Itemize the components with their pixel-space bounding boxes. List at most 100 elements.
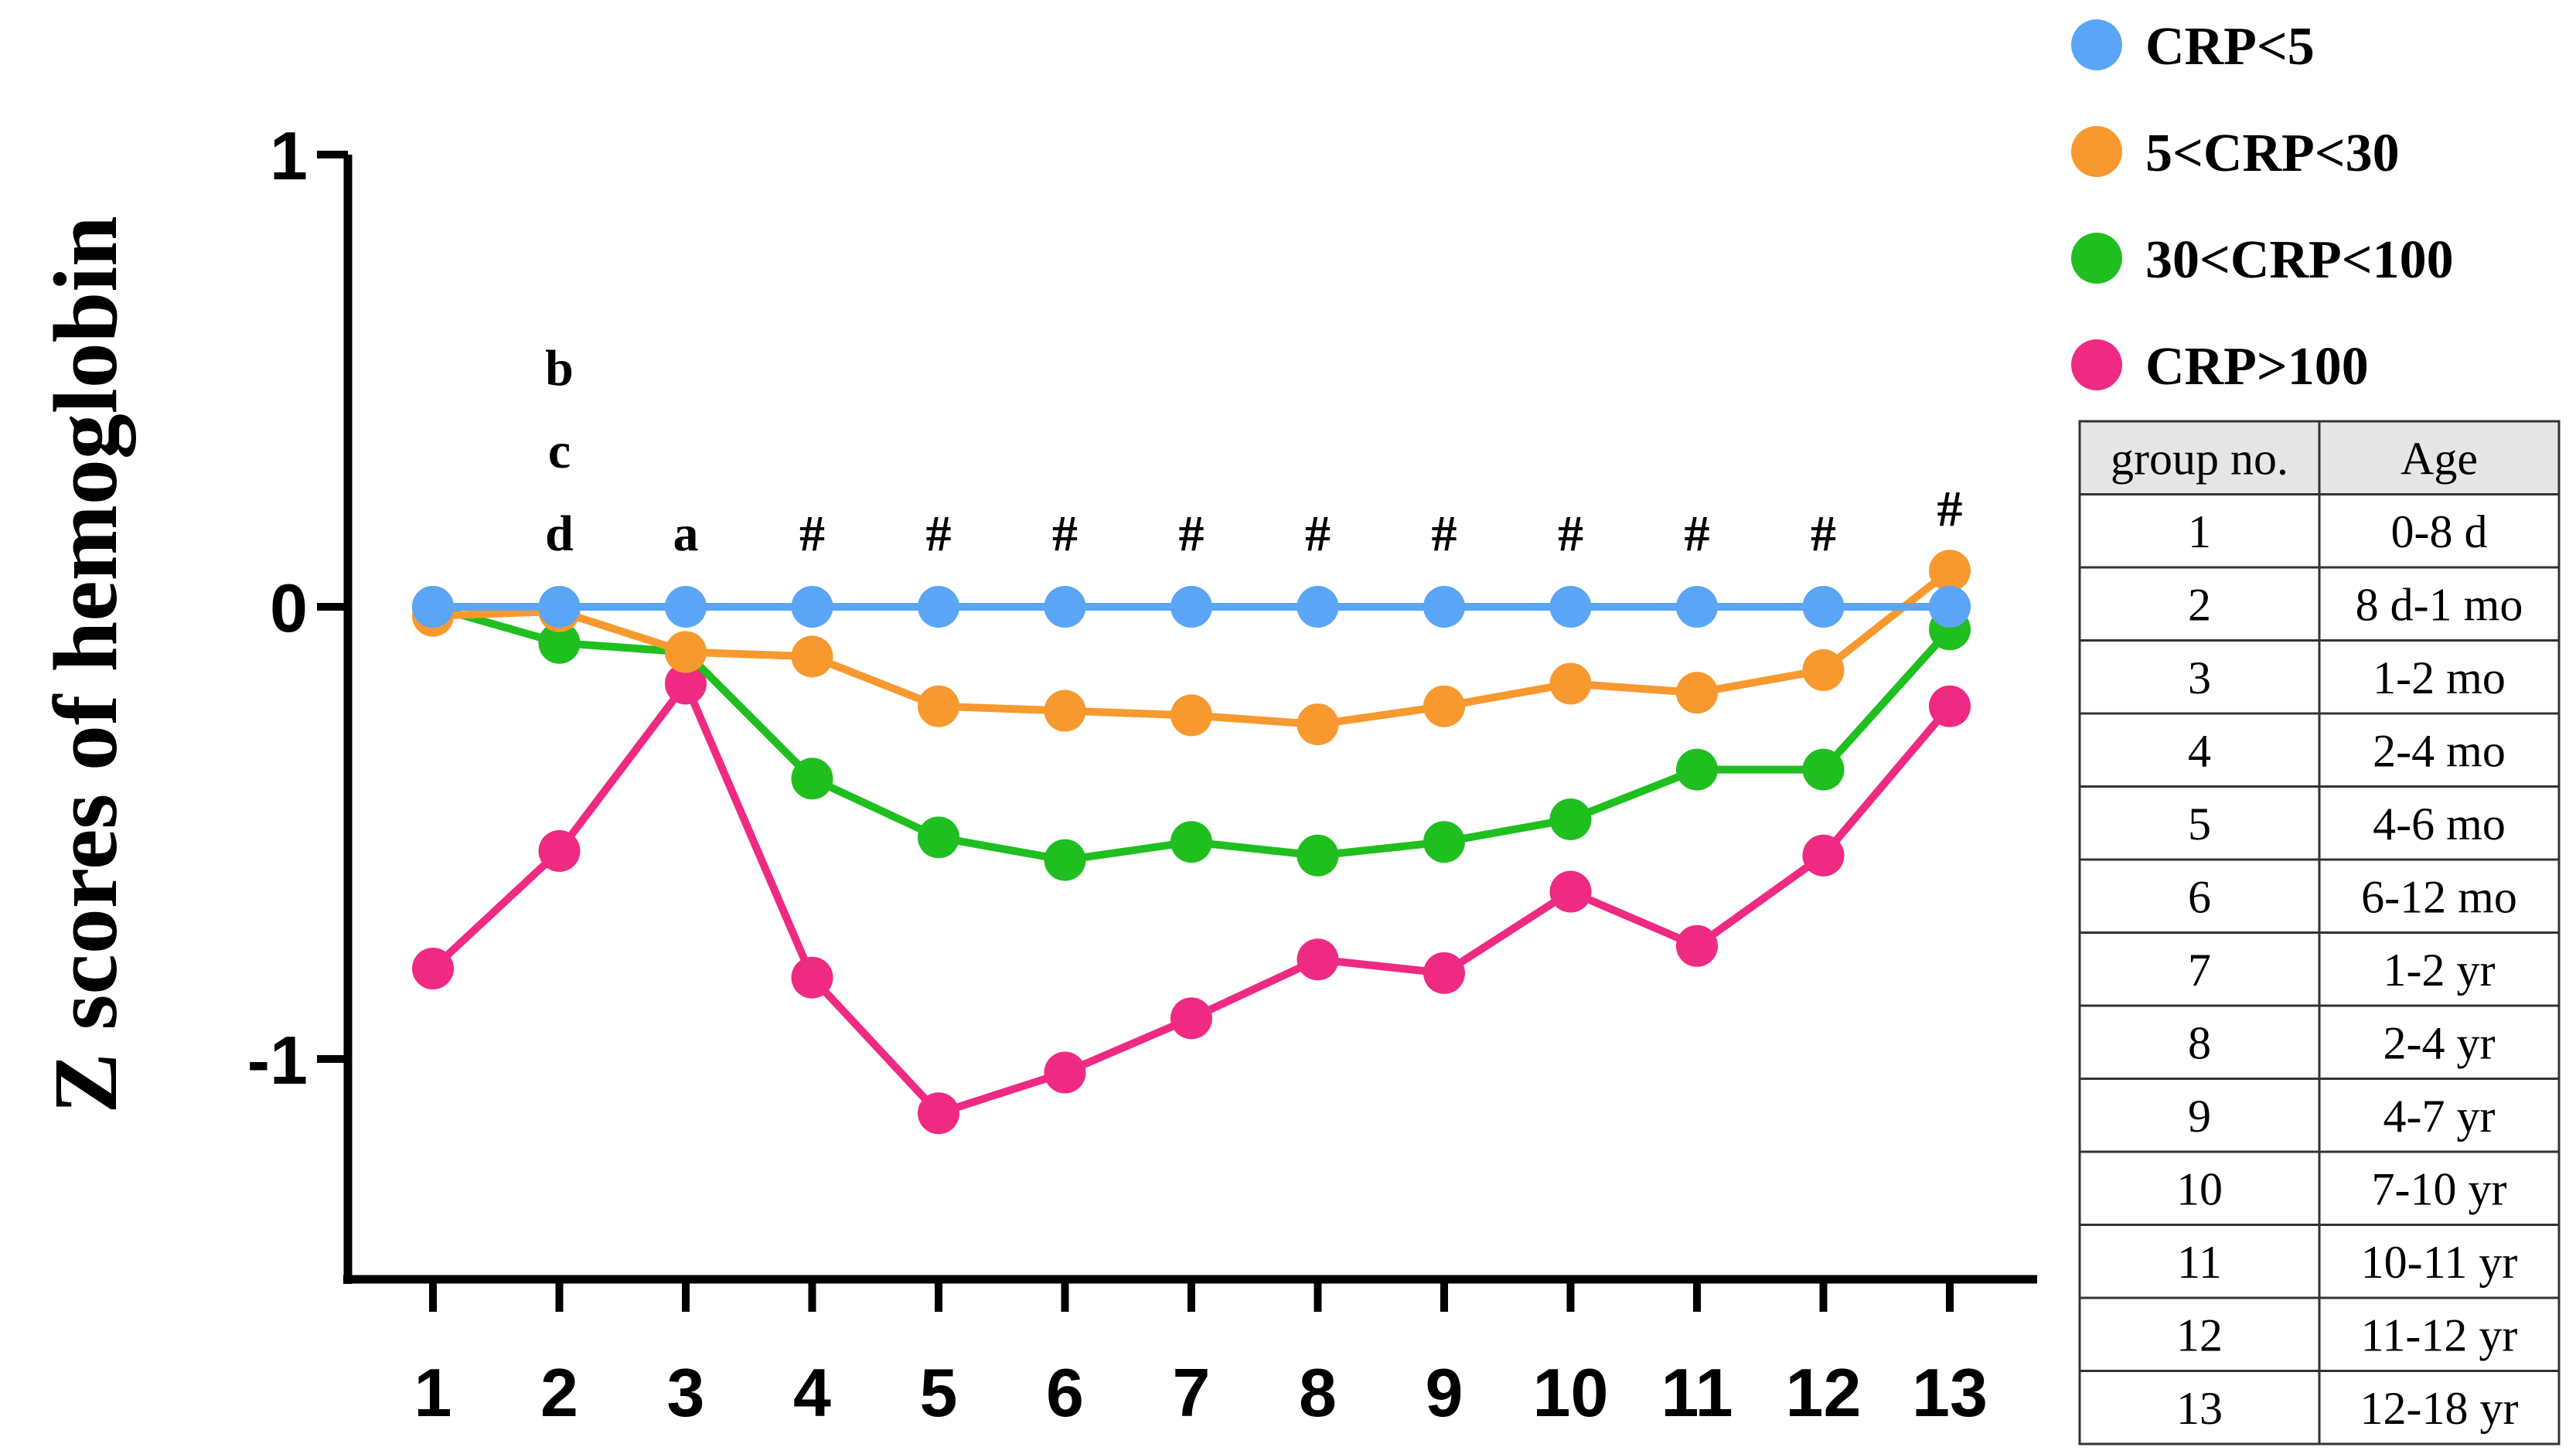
- data-point: [1423, 685, 1465, 727]
- y-axis-label: Z scores of hemoglobin: [35, 216, 136, 1113]
- x-tick-label: 13: [1912, 1354, 1988, 1431]
- table-cell-group: 2: [2188, 579, 2211, 630]
- annotation-mark: #: [1937, 481, 1963, 537]
- data-point: [1297, 938, 1339, 981]
- data-point: [1929, 685, 1971, 727]
- axes: 10-11 2 3 4 5 6 7 8 9 10 11 12 13: [247, 117, 2037, 1431]
- y-tick-label: 1: [270, 117, 308, 194]
- data-point: [1423, 821, 1465, 863]
- data-point: [665, 586, 707, 628]
- data-point: [1297, 586, 1339, 628]
- table-cell-age: 8 d-1 mo: [2356, 579, 2523, 630]
- x-tick-label: 8: [1299, 1354, 1337, 1431]
- data-point: [1802, 748, 1845, 791]
- data-point: [412, 586, 454, 628]
- x-tick-label: 12: [1786, 1354, 1862, 1431]
- series-5<CRP<30: [412, 550, 1971, 746]
- y-tick-label: 0: [270, 570, 308, 646]
- table-cell-age: 12-18 yr: [2360, 1383, 2519, 1434]
- annotation-mark: d: [545, 506, 574, 562]
- header-cell-bg: [2080, 421, 2319, 495]
- annotation-mark: #: [1432, 506, 1457, 562]
- series-line: [430, 679, 1953, 1118]
- significance-annotations: bcd a # # # # # # # # # #: [545, 340, 1962, 562]
- data-point: [1170, 821, 1212, 863]
- y-tick-label: -1: [247, 1022, 308, 1098]
- data-point: [791, 956, 833, 999]
- data-point: [1676, 924, 1718, 967]
- data-point: [1170, 997, 1212, 1040]
- x-tick-label: 2: [540, 1354, 578, 1431]
- data-point: [791, 758, 833, 800]
- table-cell-age: 1-2 yr: [2383, 945, 2496, 996]
- table-header: Age: [2401, 433, 2478, 484]
- x-tick-label: 9: [1426, 1354, 1463, 1431]
- table-cell-age: 4-6 mo: [2373, 799, 2506, 850]
- data-point: [791, 586, 833, 628]
- data-point: [1676, 586, 1718, 628]
- data-point: [1549, 798, 1592, 840]
- data-point: [1044, 839, 1086, 881]
- data-point: [1929, 550, 1971, 592]
- legend-marker: [2071, 233, 2122, 284]
- data-point: [791, 635, 833, 678]
- data-point: [1929, 586, 1971, 628]
- annotation-mark: c: [548, 423, 571, 479]
- table-cell-age: 4-7 yr: [2383, 1091, 2496, 1142]
- annotation-mark: #: [1558, 506, 1583, 562]
- legend-label: CRP>100: [2145, 337, 2369, 397]
- x-tick-label: 4: [793, 1354, 831, 1431]
- annotation-mark: #: [1685, 506, 1710, 562]
- table-cell-group: 9: [2188, 1091, 2211, 1142]
- series-CRP<5: [412, 586, 1971, 628]
- data-point: [1044, 586, 1086, 628]
- legend-label: 5<CRP<30: [2145, 124, 2400, 183]
- legend-marker: [2071, 19, 2122, 70]
- data-point: [918, 685, 959, 727]
- table-cell-age: 7-10 yr: [2372, 1163, 2507, 1214]
- data-point: [1549, 870, 1592, 913]
- annotation-mark: #: [1811, 506, 1836, 562]
- data-point: [1297, 834, 1339, 877]
- data-point: [918, 586, 959, 628]
- table-cell-group: 5: [2188, 799, 2211, 850]
- data-point: [1549, 586, 1592, 628]
- legend-label: 30<CRP<100: [2145, 230, 2454, 290]
- data-point: [1676, 748, 1718, 791]
- data-point: [1044, 1051, 1086, 1094]
- table-cell-group: 4: [2188, 725, 2211, 776]
- legend-item: CRP<5: [2071, 17, 2315, 77]
- data-point: [1676, 672, 1718, 714]
- data-point: [1423, 952, 1465, 994]
- data-point: [1044, 690, 1086, 732]
- legend-item: CRP>100: [2071, 337, 2369, 397]
- age-group-table: group no. Age 1 0-8 d 2 8 d-1 mo 3 1-2 mo 4 2-4 m…: [2078, 420, 2561, 1445]
- table-cell-group: 10: [2176, 1163, 2223, 1214]
- table-cell-group: 12: [2176, 1309, 2223, 1360]
- table-cell-group: 6: [2188, 871, 2211, 922]
- x-tick-label: 6: [1046, 1354, 1084, 1431]
- table-cell-group: 11: [2177, 1237, 2222, 1288]
- data-point: [1297, 703, 1339, 746]
- annotation-mark: #: [1305, 506, 1331, 562]
- annotation-mark: #: [1179, 506, 1205, 562]
- table-cell-age: 1-2 mo: [2373, 652, 2506, 703]
- annotation-mark: #: [926, 506, 952, 562]
- table-cell-age: 11-12 yr: [2361, 1309, 2518, 1360]
- series-layer: [412, 550, 1971, 1135]
- table-cell-group: 1: [2188, 506, 2211, 557]
- series-CRP>100: [412, 662, 1971, 1135]
- x-tick-label: 3: [667, 1354, 705, 1431]
- table-cell-age: 0-8 d: [2391, 506, 2488, 557]
- x-tick-label: 10: [1533, 1354, 1609, 1431]
- data-point: [1170, 694, 1212, 737]
- legend-marker: [2071, 339, 2122, 390]
- data-point: [918, 816, 959, 859]
- legend: CRP<5 5<CRP<30 30<CRP<100 CRP>100: [2071, 17, 2454, 397]
- legend-item: 5<CRP<30: [2071, 124, 2400, 183]
- header-cell-bg: [2319, 421, 2559, 495]
- data-point: [918, 1092, 959, 1135]
- data-point: [1802, 586, 1845, 628]
- annotation-mark: #: [799, 506, 825, 562]
